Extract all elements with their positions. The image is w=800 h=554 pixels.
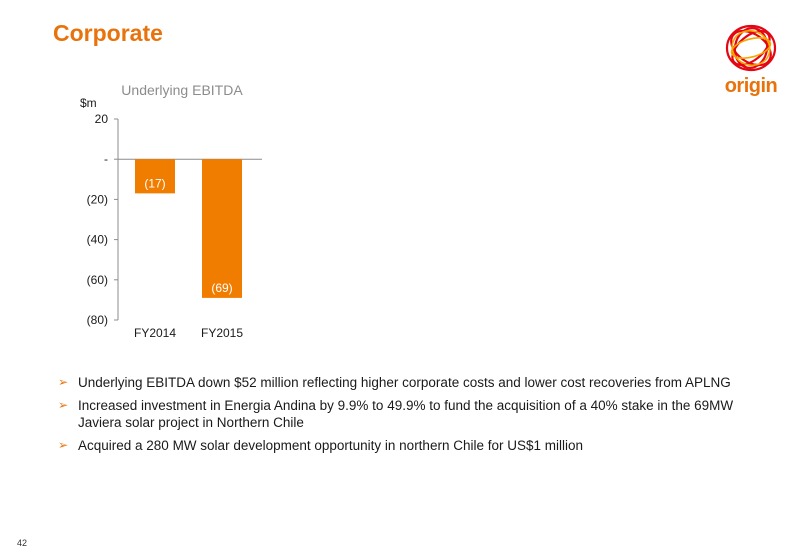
arrow-bullet-icon: ➢ bbox=[58, 438, 69, 452]
data-label: (17) bbox=[144, 176, 165, 190]
arrow-bullet-icon: ➢ bbox=[58, 398, 69, 412]
origin-logo: origin bbox=[718, 20, 784, 100]
logo-text: origin bbox=[724, 75, 778, 97]
y-tick-label: (20) bbox=[87, 192, 108, 206]
y-tick-label: (80) bbox=[87, 313, 108, 327]
origin-ring-logo-icon bbox=[725, 24, 777, 72]
bullet-text: Increased investment in Energia Andina b… bbox=[78, 398, 734, 430]
bullet-list: ➢ Underlying EBITDA down $52 million refl… bbox=[58, 374, 748, 460]
y-tick-label: 20 bbox=[95, 112, 109, 126]
bullet-item: ➢ Acquired a 280 MW solar development opp… bbox=[58, 437, 748, 454]
y-axis-label: $m bbox=[80, 96, 97, 110]
y-tick-label: (40) bbox=[87, 233, 108, 247]
y-tick-label: (60) bbox=[87, 273, 108, 287]
arrow-bullet-icon: ➢ bbox=[58, 375, 69, 389]
slide-title: Corporate bbox=[53, 20, 163, 46]
bar-fy2014 bbox=[135, 159, 175, 194]
chart-title: Underlying EBITDA bbox=[121, 82, 243, 98]
bullet-text: Acquired a 280 MW solar development oppo… bbox=[78, 438, 584, 453]
bullet-item: ➢ Underlying EBITDA down $52 million refl… bbox=[58, 374, 748, 391]
data-label: (69) bbox=[211, 281, 232, 295]
bar-fy2015 bbox=[202, 159, 242, 298]
x-tick-label: FY2015 bbox=[201, 326, 243, 340]
y-tick-label: - bbox=[104, 152, 108, 166]
page-number: 42 bbox=[17, 538, 28, 548]
x-tick-label: FY2014 bbox=[134, 326, 176, 340]
bullet-item: ➢ Increased investment in Energia Andina … bbox=[58, 397, 748, 431]
bullet-text: Underlying EBITDA down $52 million refle… bbox=[78, 375, 731, 390]
